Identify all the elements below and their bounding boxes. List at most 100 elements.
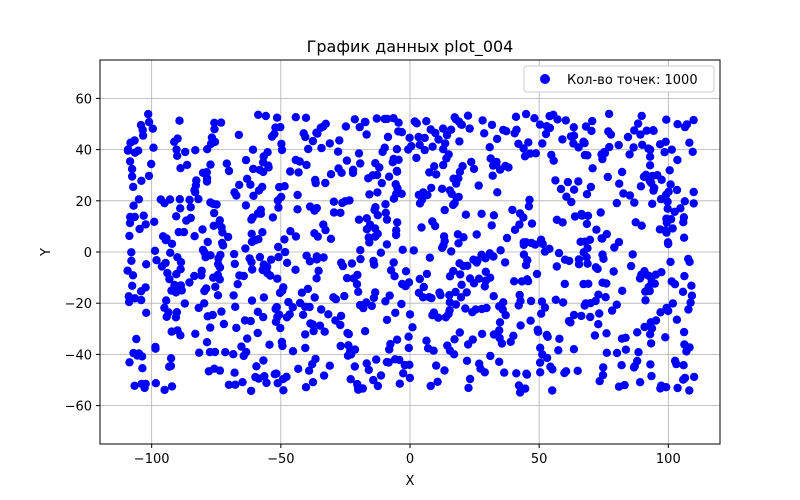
data-point — [563, 177, 573, 187]
data-point — [596, 208, 605, 217]
data-point — [602, 329, 611, 338]
data-point — [234, 130, 244, 140]
data-point — [210, 118, 219, 128]
data-point — [633, 356, 642, 366]
data-point — [435, 288, 444, 297]
data-point — [392, 166, 402, 176]
data-point — [489, 211, 499, 220]
data-point — [604, 109, 614, 119]
data-point — [376, 248, 386, 257]
data-point — [135, 224, 144, 234]
data-point — [353, 379, 362, 389]
data-point — [324, 310, 333, 319]
data-point — [372, 170, 382, 180]
data-point — [625, 150, 634, 159]
data-point — [506, 337, 515, 346]
data-point — [657, 175, 666, 184]
data-point — [348, 168, 358, 178]
data-point — [255, 252, 265, 262]
data-point — [594, 320, 603, 329]
data-point — [305, 202, 315, 211]
data-point — [309, 326, 318, 336]
data-point — [482, 303, 491, 313]
data-point — [689, 115, 698, 125]
data-point — [453, 230, 463, 239]
data-point — [247, 296, 257, 305]
data-point — [315, 321, 325, 330]
data-point — [344, 341, 353, 350]
data-point — [172, 145, 181, 154]
data-point — [129, 201, 138, 210]
data-point — [679, 213, 689, 222]
data-point — [231, 380, 240, 389]
data-point — [588, 116, 597, 126]
data-point — [662, 228, 671, 237]
data-point — [538, 139, 547, 148]
data-point — [601, 293, 610, 302]
data-point — [548, 386, 557, 395]
data-point — [202, 168, 211, 177]
data-point — [458, 162, 467, 171]
data-point — [670, 280, 680, 289]
data-point — [210, 125, 219, 134]
data-point — [679, 233, 689, 242]
data-point — [583, 259, 592, 268]
data-point — [232, 323, 241, 333]
data-point — [685, 138, 694, 147]
data-point — [282, 258, 292, 267]
data-point — [336, 311, 346, 321]
data-point — [647, 277, 656, 286]
data-point — [430, 221, 440, 231]
data-point — [542, 353, 552, 363]
data-point — [137, 176, 146, 185]
data-point — [495, 302, 504, 311]
data-point — [144, 171, 154, 181]
data-point — [392, 335, 402, 344]
data-point — [602, 279, 611, 288]
data-point — [258, 182, 267, 192]
data-point — [142, 260, 151, 269]
data-point — [535, 358, 545, 367]
data-point — [510, 225, 520, 234]
data-point — [209, 208, 219, 218]
legend: Кол-во точек: 1000 — [523, 65, 715, 93]
data-point — [371, 203, 380, 212]
data-point — [554, 248, 564, 258]
data-point — [535, 120, 545, 129]
data-point — [329, 208, 339, 217]
data-point — [415, 140, 424, 149]
data-point — [440, 205, 449, 215]
data-point — [247, 215, 256, 224]
data-point — [215, 216, 224, 225]
data-point — [125, 157, 135, 166]
data-point — [474, 274, 484, 283]
data-point — [410, 117, 419, 126]
data-point — [637, 111, 646, 121]
data-point — [662, 115, 671, 124]
data-point — [662, 303, 671, 313]
data-point — [342, 273, 352, 283]
data-point — [277, 337, 287, 347]
data-point — [206, 160, 215, 169]
data-point — [666, 180, 675, 189]
data-point — [496, 246, 505, 255]
data-point — [340, 291, 349, 301]
y-tick-label: −60 — [65, 400, 92, 415]
data-point — [333, 147, 343, 156]
data-point — [500, 368, 509, 377]
data-point — [364, 365, 373, 375]
data-point — [646, 339, 656, 348]
data-point — [552, 262, 561, 271]
data-point — [599, 254, 608, 263]
data-point — [555, 334, 564, 343]
data-point — [191, 181, 201, 190]
data-point — [124, 297, 134, 307]
data-point — [619, 189, 628, 198]
data-point — [373, 381, 383, 391]
data-point — [461, 304, 470, 313]
data-point — [592, 225, 601, 234]
data-point — [318, 122, 328, 131]
data-point — [325, 139, 334, 148]
data-point — [362, 130, 371, 139]
data-point — [125, 218, 135, 228]
